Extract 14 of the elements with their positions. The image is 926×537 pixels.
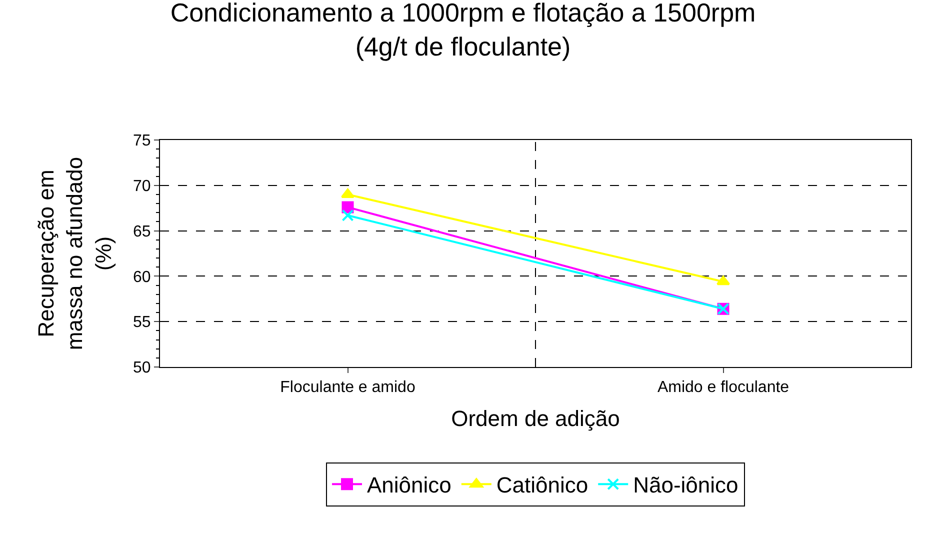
legend-label: Catiônico: [496, 472, 588, 498]
x-tick-label: Amido e floculante: [657, 379, 790, 396]
y-axis-title: Recuperação em massa no afundado (%): [34, 156, 116, 350]
y-tick-label: 50: [133, 360, 151, 377]
y-tick-label: 70: [133, 178, 151, 195]
chart-title: Condicionamento a 1000rpm e flotação a 1500rpm (4g/t de floculante): [170, 0, 756, 62]
y-tick-label: 60: [133, 268, 151, 286]
y-tick-label: 65: [133, 223, 151, 240]
x-axis-title: Ordem de adição: [451, 406, 620, 432]
y-tick-label: 75: [133, 132, 151, 150]
x-tick-label: Floculante e amido: [280, 379, 416, 396]
legend-label: Não-iônico: [633, 472, 738, 498]
y-tick-label: 55: [133, 314, 151, 332]
legend-label: Aniônico: [367, 472, 452, 498]
